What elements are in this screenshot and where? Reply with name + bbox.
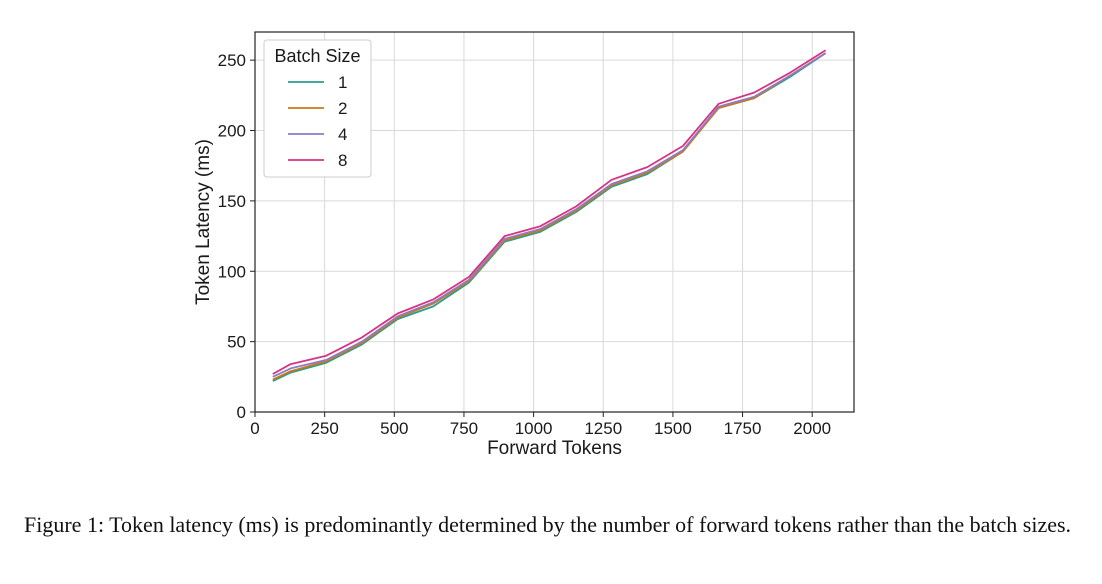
- x-axis-ticks: 0 250 500 750 1000 1250 1500 1750 2000: [250, 412, 831, 438]
- x-tick-label: 750: [450, 419, 478, 438]
- legend-items: 1 2 4 8: [288, 73, 347, 170]
- y-tick-label: 150: [218, 192, 246, 211]
- legend-label-1: 1: [338, 73, 347, 92]
- y-tick-label: 0: [237, 403, 246, 422]
- x-tick-label: 1250: [584, 419, 622, 438]
- legend-title: Batch Size: [274, 46, 360, 66]
- y-axis-label: Token Latency (ms): [193, 139, 214, 305]
- series-line-8: [272, 49, 827, 375]
- legend-label-2: 2: [338, 99, 347, 118]
- legend: Batch Size 1 2 4 8: [263, 39, 372, 178]
- series-line-2: [272, 52, 827, 381]
- series-line-4: [272, 52, 827, 378]
- y-tick-label: 50: [227, 333, 246, 352]
- legend-label-8: 8: [338, 151, 347, 170]
- figure-caption: Figure 1: Token latency (ms) is predomin…: [24, 512, 1072, 537]
- x-tick-label: 1500: [654, 419, 692, 438]
- x-tick-label: 250: [310, 419, 338, 438]
- plot-frame: [254, 31, 855, 413]
- y-tick-label: 250: [218, 51, 246, 70]
- y-axis-ticks: 0 50 100 150 200 250: [218, 51, 255, 422]
- x-axis-label: Forward Tokens: [487, 438, 622, 459]
- x-tick-label: 1750: [724, 419, 762, 438]
- x-tick-label: 2000: [793, 419, 831, 438]
- x-tick-label: 1000: [515, 419, 553, 438]
- series-lines: [272, 49, 827, 382]
- y-tick-label: 200: [218, 122, 246, 141]
- x-tick-label: 500: [380, 419, 408, 438]
- legend-label-4: 4: [338, 125, 347, 144]
- y-tick-label: 100: [218, 262, 246, 281]
- x-tick-label: 0: [250, 419, 259, 438]
- latency-chart: 0 250 500 750 1000 1250 1500 1750 2000 050100150…: [193, 31, 855, 459]
